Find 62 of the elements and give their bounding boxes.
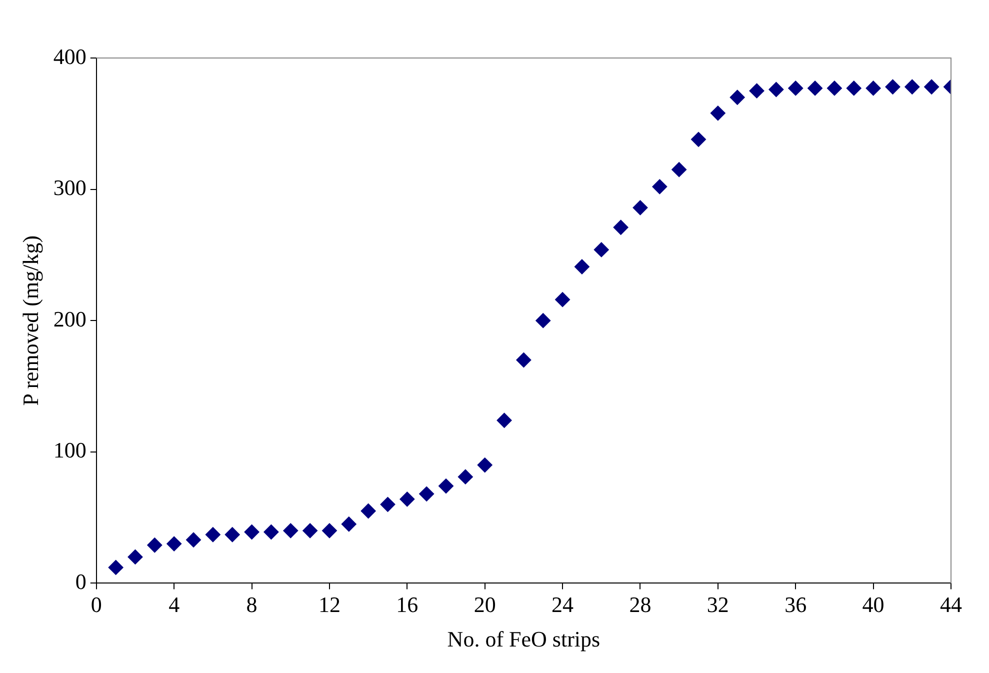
- point: [652, 179, 668, 194]
- y-tick-label: 200: [53, 306, 86, 332]
- point: [477, 458, 492, 473]
- point: [380, 496, 396, 512]
- x-tick-label: 28: [629, 592, 652, 618]
- x-tick-label: 0: [90, 592, 102, 618]
- point: [244, 524, 260, 540]
- point: [672, 162, 687, 178]
- y-tick-label: 400: [53, 44, 86, 69]
- point: [166, 536, 182, 552]
- point: [302, 523, 318, 538]
- point: [846, 80, 862, 96]
- point: [283, 523, 298, 538]
- point: [341, 516, 356, 532]
- x-tick-label: 36: [784, 592, 807, 618]
- x-tick-label: 40: [862, 592, 884, 618]
- x-tick-label: 4: [168, 592, 180, 618]
- point: [866, 80, 881, 96]
- point: [128, 549, 143, 564]
- point: [808, 80, 823, 96]
- y-tick-label: 100: [53, 438, 86, 463]
- y-tick-label: 0: [75, 568, 86, 594]
- point: [594, 242, 609, 258]
- x-tick-label: 8: [246, 592, 258, 618]
- x-tick-label: 32: [706, 592, 729, 618]
- point: [400, 492, 415, 507]
- point: [632, 200, 648, 216]
- x-tick-label: 20: [474, 592, 496, 618]
- point: [419, 486, 434, 502]
- point: [788, 80, 804, 96]
- x-tick-label: 44: [940, 592, 962, 618]
- point: [438, 478, 454, 494]
- point: [264, 524, 279, 540]
- point: [904, 79, 920, 94]
- point: [768, 82, 784, 98]
- point: [555, 292, 570, 308]
- x-axis-title: No. of FeO strips: [447, 626, 600, 652]
- point: [147, 538, 162, 553]
- point: [710, 106, 726, 121]
- point: [516, 352, 532, 368]
- point: [205, 527, 220, 542]
- x-tick-label: 24: [552, 592, 574, 618]
- point: [186, 532, 202, 548]
- point: [613, 220, 628, 235]
- y-tick-label: 300: [53, 175, 86, 200]
- point: [574, 259, 590, 274]
- x-tick-label: 12: [318, 592, 340, 618]
- point: [108, 560, 124, 575]
- point: [224, 527, 240, 542]
- point: [826, 80, 842, 96]
- point: [360, 503, 376, 518]
- x-tick-label: 16: [396, 592, 418, 618]
- y-axis-title: P removed (mg/kg): [18, 235, 43, 406]
- point: [322, 523, 337, 538]
- point: [749, 83, 764, 98]
- point: [536, 313, 551, 328]
- point: [730, 90, 745, 105]
- point: [885, 79, 900, 94]
- point: [691, 132, 706, 147]
- point: [496, 412, 512, 428]
- point: [924, 79, 940, 94]
- point: [458, 469, 473, 484]
